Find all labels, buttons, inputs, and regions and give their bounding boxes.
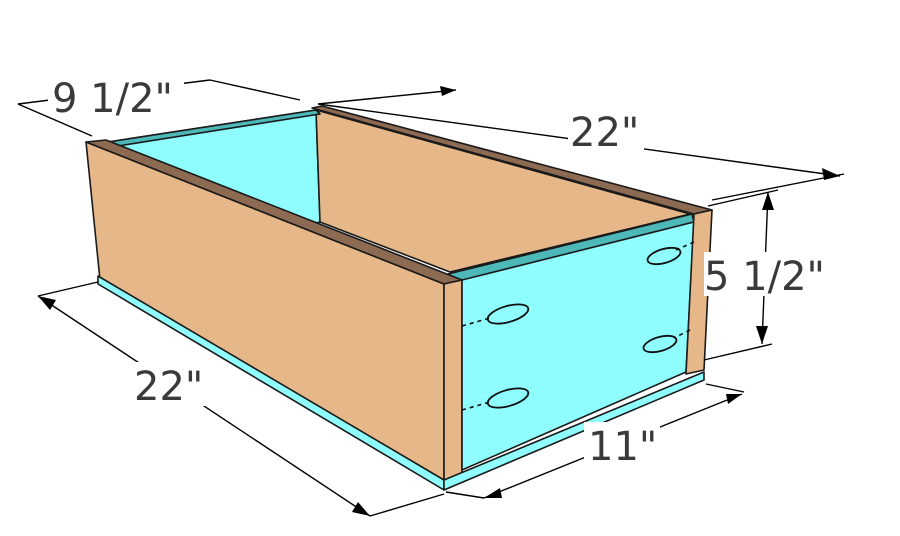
length-top-label: 22" <box>570 110 639 156</box>
right-board-end-grain <box>685 209 713 375</box>
pocket-hole <box>646 246 682 266</box>
width-top-label: 9 1/2" <box>52 76 173 122</box>
inside-right-side <box>315 109 691 273</box>
pocket-hole <box>642 334 678 354</box>
box-illustration <box>85 105 713 491</box>
pocket-hole <box>486 303 530 325</box>
length-front-label: 22" <box>134 364 203 410</box>
bottom-panel-edge-right <box>443 371 705 491</box>
pocket-hole-marks <box>461 241 695 411</box>
width-front-label: 11" <box>588 424 657 470</box>
dimension-labels: 9 1/2" 22" 5 1/2" 22" 11" <box>48 72 830 470</box>
front-board-end-grain <box>443 279 463 485</box>
height-label: 5 1/2" <box>704 254 825 300</box>
pocket-hole <box>486 387 530 409</box>
